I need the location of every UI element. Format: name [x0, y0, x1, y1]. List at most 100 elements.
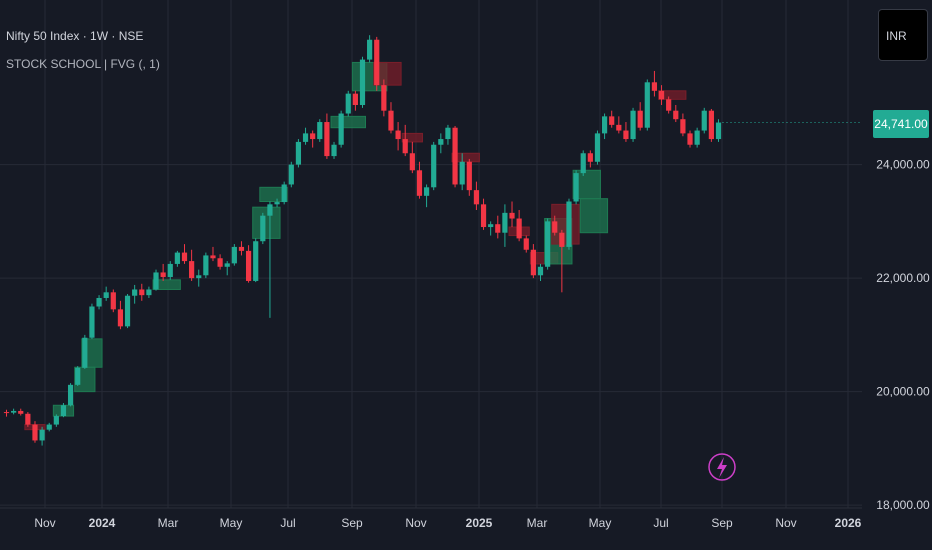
fvg-zone-bearish [658, 90, 687, 100]
candle-body [103, 292, 109, 298]
candle-body [217, 258, 223, 267]
candle-body [459, 161, 465, 185]
time-tick-label: Nov [775, 516, 796, 530]
candle-body [559, 232, 565, 247]
candle-body [523, 238, 529, 250]
lightning-icon[interactable] [708, 453, 736, 481]
candle-body [644, 82, 650, 128]
candle-body [587, 153, 593, 162]
candle-body [630, 110, 636, 140]
candle-body [245, 250, 252, 281]
candle-body [673, 110, 679, 120]
candle-body [388, 110, 394, 131]
candle-body [324, 122, 330, 157]
candle-body [509, 212, 515, 219]
time-axis[interactable]: Nov 2024 Mar May Jul Sep Nov 2025 Mar May Jul Sep No… [34, 516, 861, 530]
candle-body [96, 297, 102, 307]
time-tick-label: 2025 [466, 516, 493, 530]
candle-body [651, 82, 658, 91]
chart-grid [0, 0, 862, 509]
fvg-zone-bullish [579, 198, 609, 234]
candle-body [75, 367, 81, 385]
candle-body [267, 204, 273, 216]
candle-body [25, 413, 31, 425]
candle-body [566, 201, 572, 247]
candle-body [545, 221, 551, 267]
candle-body [181, 252, 188, 262]
candle-body [82, 337, 88, 368]
time-tick-label: May [589, 516, 612, 530]
candle-body [224, 263, 230, 267]
candle-body [117, 309, 124, 327]
candle-body [552, 221, 558, 233]
candle-body [666, 99, 672, 111]
candle-body [715, 122, 722, 140]
candle-body [367, 39, 373, 60]
candle-body [302, 133, 309, 142]
candles [3, 35, 862, 446]
candle-body [680, 119, 686, 134]
candle-body [3, 412, 10, 414]
candle-body [708, 110, 714, 140]
candle-body [345, 93, 351, 114]
candle-body [687, 133, 693, 145]
currency-button[interactable]: INR [878, 9, 928, 61]
time-tick-label: Sep [711, 516, 733, 530]
candle-body [473, 190, 480, 205]
symbol-title[interactable]: Nifty 50 Index · 1W · NSE [6, 29, 144, 43]
candle-body [310, 133, 316, 140]
candle-body [374, 39, 380, 86]
candle-body [124, 295, 131, 327]
candle-body [431, 144, 437, 188]
candle-body [381, 85, 387, 111]
candle-body [203, 255, 209, 276]
time-tick-label: Sep [341, 516, 363, 530]
candle-body [18, 410, 24, 414]
fvg-zone-bearish [451, 152, 480, 163]
time-tick-label: Nov [34, 516, 55, 530]
candle-body [338, 113, 344, 145]
candle-body [452, 127, 458, 185]
candle-body [231, 246, 237, 264]
candle-body [60, 405, 67, 417]
candle-body [416, 170, 423, 196]
fvg-zone-bullish [259, 186, 288, 202]
candle-body [317, 122, 323, 140]
time-tick-label: Mar [158, 516, 179, 530]
candle-body [609, 116, 615, 125]
candle-body [573, 173, 579, 202]
indicator-label[interactable]: STOCK SCHOOL | FVG (, 1) [6, 57, 160, 71]
price-tick-label: 22,000.00 [876, 271, 930, 285]
candle-body [359, 59, 366, 106]
time-tick-label: Nov [405, 516, 426, 530]
candle-body [594, 133, 601, 162]
candle-body [67, 384, 74, 406]
candle-body [160, 272, 166, 277]
price-tick-label: 20,000.00 [876, 385, 930, 399]
candle-body [281, 184, 287, 203]
price-axis[interactable]: 24,000.00 22,000.00 20,000.00 18,000.00 [876, 158, 930, 513]
time-tick-label: Jul [280, 516, 295, 530]
candle-body [288, 164, 294, 185]
candle-body [409, 153, 415, 171]
candle-body [46, 424, 52, 430]
fvg-zones [24, 61, 687, 431]
candle-body [295, 141, 302, 165]
price-tick-label: 24,000.00 [876, 158, 930, 172]
candle-body [616, 124, 622, 131]
candle-body [110, 292, 116, 310]
candle-body [32, 424, 38, 441]
candle-body [480, 204, 487, 228]
candle-body [274, 202, 280, 205]
candle-body [196, 275, 202, 279]
candle-body [658, 90, 665, 100]
candle-body [438, 139, 444, 145]
candle-body [132, 289, 138, 296]
candle-body [623, 130, 629, 140]
fvg-zone-bullish [152, 279, 181, 290]
candle-body [189, 261, 195, 279]
candle-body [637, 110, 643, 128]
candle-body [701, 110, 707, 131]
fvg-zone-bearish [373, 61, 402, 86]
